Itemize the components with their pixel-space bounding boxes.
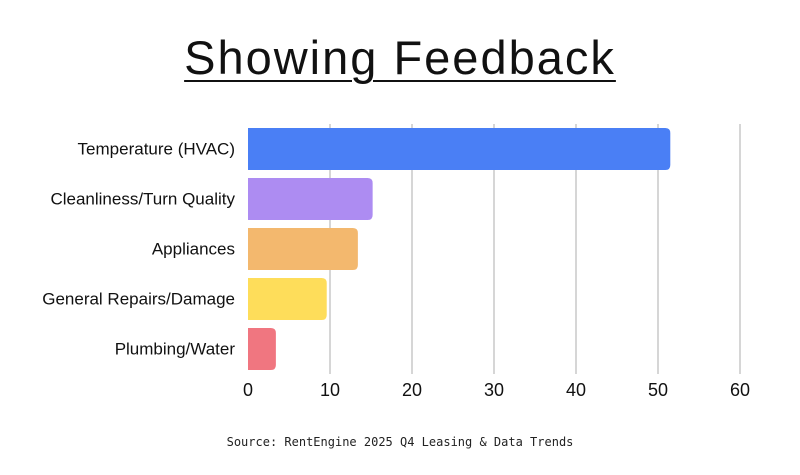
bar-1	[248, 178, 373, 220]
category-labels: Temperature (HVAC) Cleanliness/Turn Quali…	[42, 140, 235, 359]
category-label-2: Appliances	[152, 240, 235, 259]
bars	[248, 128, 671, 370]
category-label-3: General Repairs/Damage	[42, 290, 235, 309]
chart-title: Showing Feedback	[184, 31, 616, 84]
source-note: Source: RentEngine 2025 Q4 Leasing & Dat…	[226, 435, 574, 449]
bar-0	[248, 128, 671, 170]
x-tick-label-60: 60	[730, 380, 750, 400]
x-tick-label-10: 10	[320, 380, 340, 400]
x-tick-label-20: 20	[402, 380, 422, 400]
x-axis-tick-labels: 0 10 20 30 40 50 60	[243, 380, 750, 400]
category-label-0: Temperature (HVAC)	[78, 140, 235, 159]
x-tick-label-50: 50	[648, 380, 668, 400]
category-label-4: Plumbing/Water	[115, 340, 236, 359]
x-tick-label-0: 0	[243, 380, 253, 400]
x-tick-label-30: 30	[484, 380, 504, 400]
bar-3	[248, 278, 327, 320]
bar-2	[248, 228, 358, 270]
category-label-1: Cleanliness/Turn Quality	[50, 190, 235, 209]
x-tick-label-40: 40	[566, 380, 586, 400]
bar-4	[248, 328, 276, 370]
